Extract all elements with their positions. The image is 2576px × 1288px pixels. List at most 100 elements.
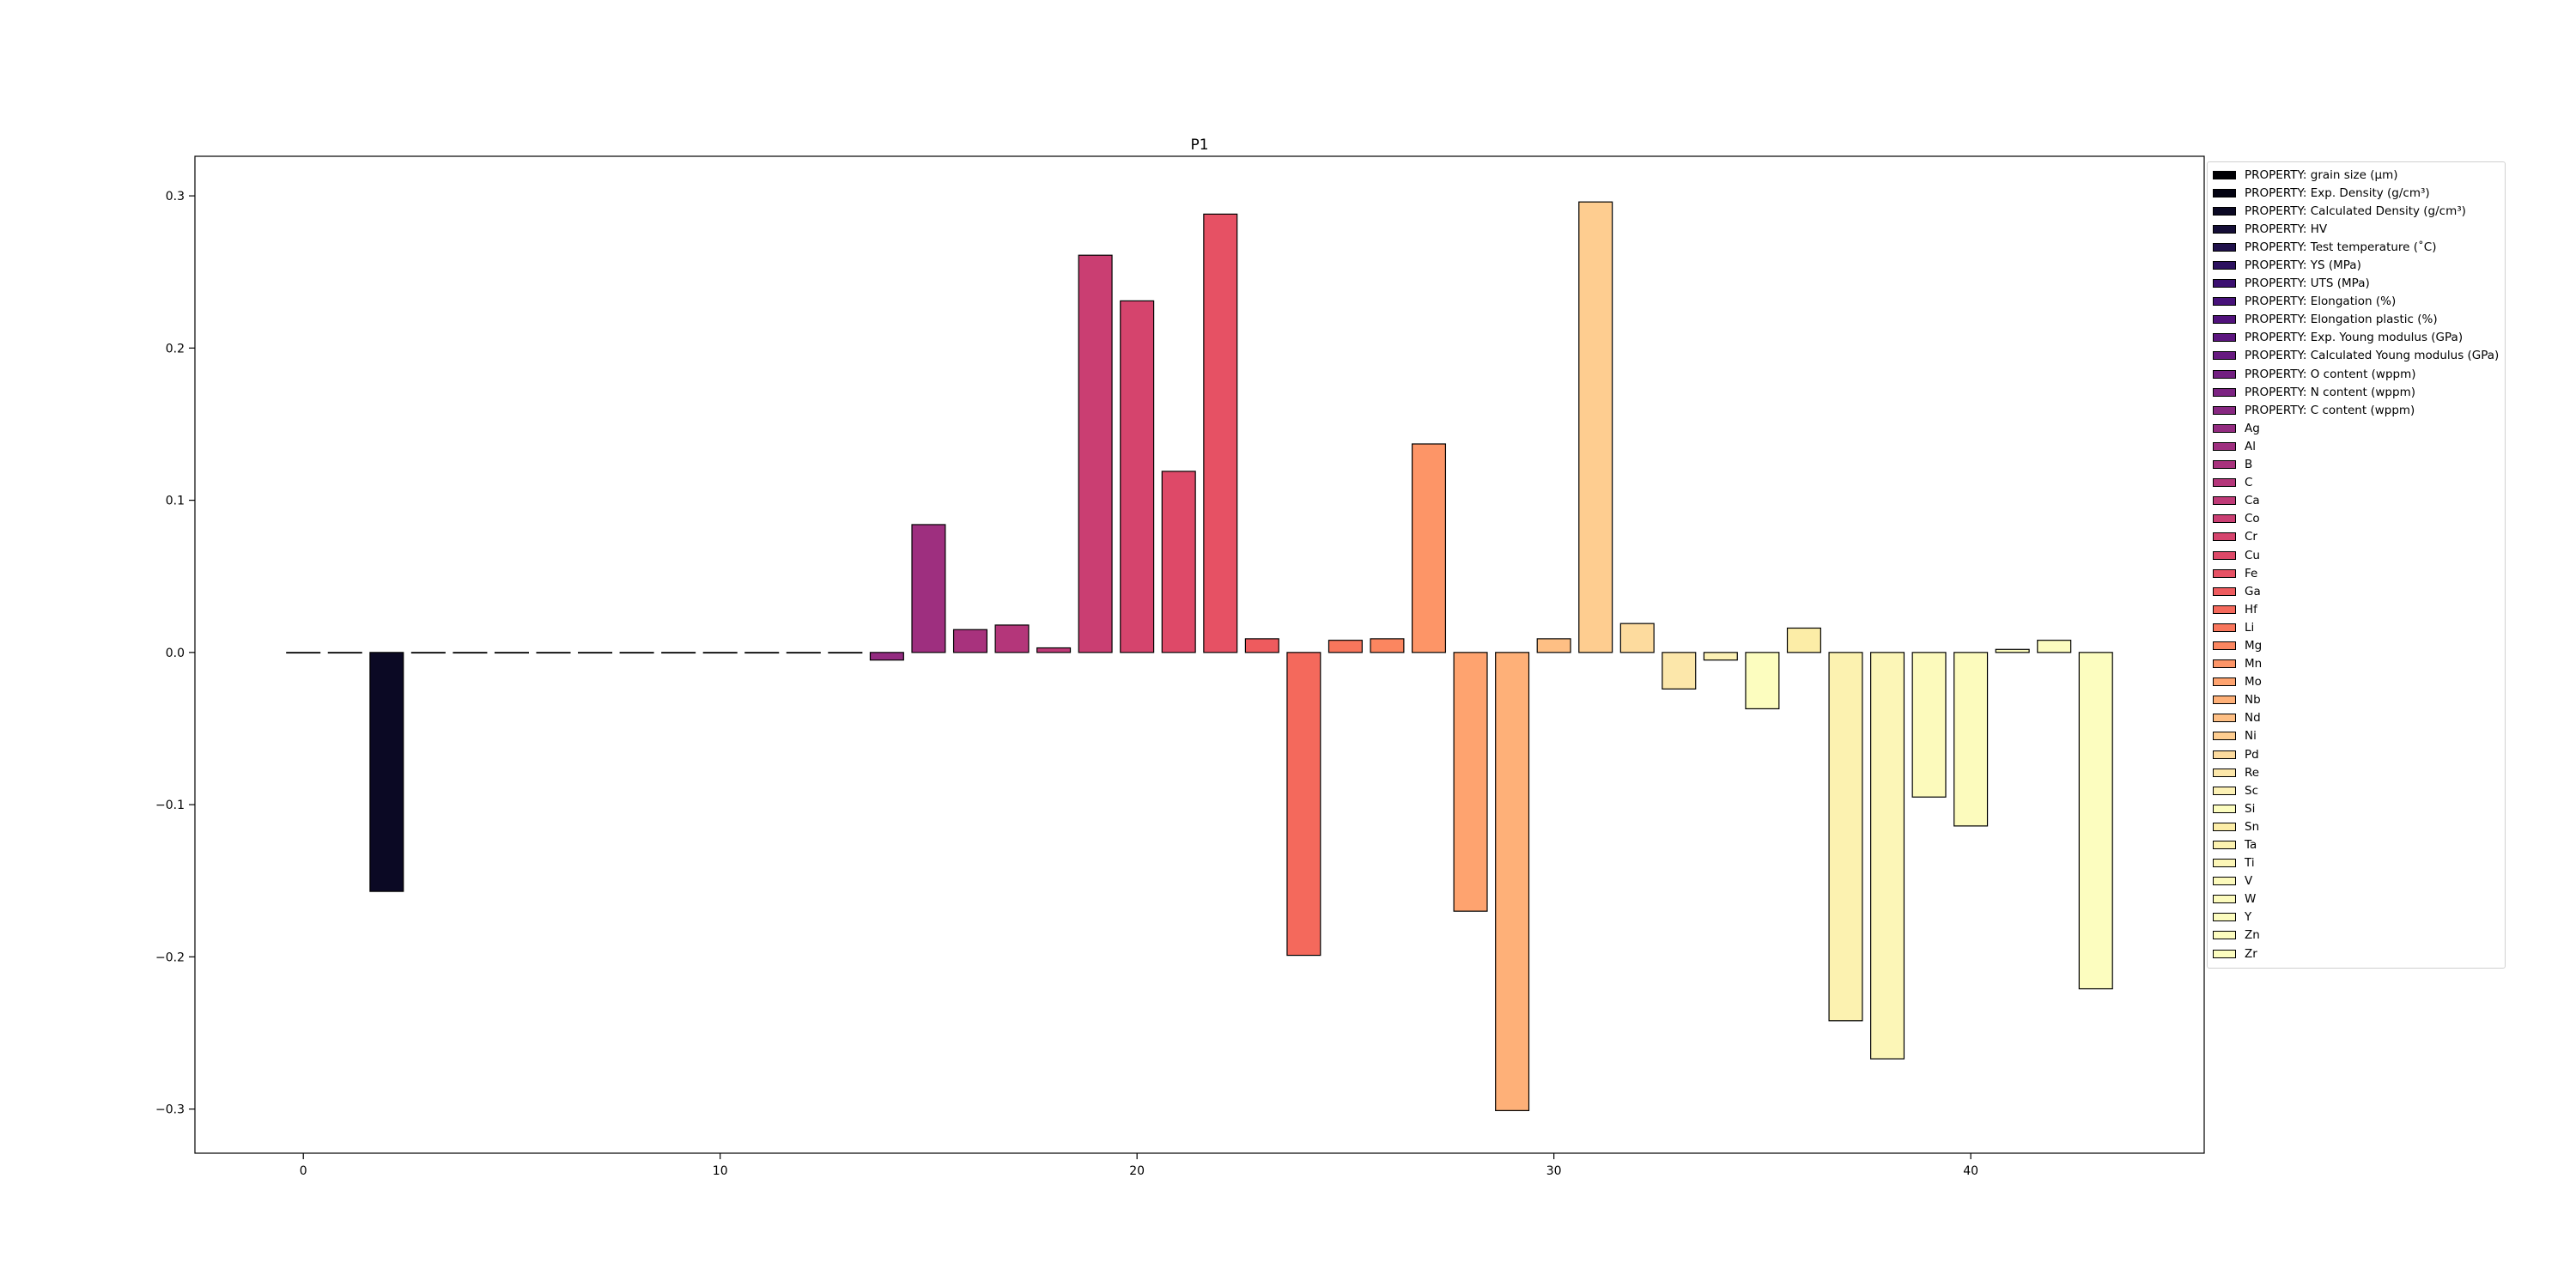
legend-item: PROPERTY: Elongation (%) [2208,293,2505,311]
x-tick-label: 10 [713,1164,728,1178]
legend-label: PROPERTY: C content (wppm) [2245,403,2415,417]
legend-item: Ta [2208,835,2505,854]
legend-swatch [2213,641,2236,650]
bar [2037,640,2072,653]
legend-item: PROPERTY: C content (wppm) [2208,401,2505,419]
legend-swatch [2213,949,2236,958]
legend-label: Ni [2245,729,2257,744]
legend-item: PROPERTY: UTS (MPa) [2208,275,2505,293]
legend-item: Mg [2208,636,2505,654]
legend-swatch [2213,804,2236,813]
legend-item: Pd [2208,745,2505,763]
bar [1203,213,1238,653]
legend-swatch [2213,586,2236,596]
legend-label: PROPERTY: Calculated Density (g/cm³) [2245,204,2466,218]
bar [994,624,1030,653]
legend-label: Sn [2245,819,2260,834]
y-tick-label: 0.2 [166,342,185,355]
legend-label: PROPERTY: O content (wppm) [2245,367,2416,381]
legend-label: PROPERTY: Elongation plastic (%) [2245,313,2438,327]
legend-label: Y [2245,910,2252,925]
legend-label: PROPERTY: HV [2245,222,2328,236]
legend-swatch [2213,460,2236,470]
legend-label: Nb [2245,693,2261,708]
legend-label: Ag [2245,421,2260,435]
legend-label: Co [2245,512,2260,526]
legend-swatch [2213,859,2236,868]
legend-item: Mn [2208,655,2505,673]
legend-label: Mo [2245,675,2262,690]
bar [1953,652,1989,827]
legend-item: C [2208,474,2505,492]
legend-swatch [2213,333,2236,343]
legend-swatch [2213,732,2236,741]
legend-item: Nb [2208,691,2505,709]
legend-label: PROPERTY: UTS (MPa) [2245,276,2370,291]
bar [1411,443,1447,653]
x-tick-label: 20 [1129,1164,1145,1178]
x-tick-label: 30 [1546,1164,1562,1178]
bar [1995,648,2030,653]
legend-label: PROPERTY: N content (wppm) [2245,385,2415,399]
legend-item: PROPERTY: N content (wppm) [2208,383,2505,401]
legend-swatch [2213,841,2236,850]
legend-swatch [2213,550,2236,560]
legend-swatch [2213,224,2236,234]
x-tick-label: 40 [1963,1164,1978,1178]
legend-item: Sc [2208,781,2505,799]
legend-swatch [2213,369,2236,379]
legend-label: PROPERTY: YS (MPa) [2245,258,2361,273]
legend-label: V [2245,874,2253,889]
legend-label: Fe [2245,566,2258,580]
legend-swatch [2213,496,2236,506]
bar [1495,652,1530,1111]
bar [1703,652,1738,661]
legend-item: Zr [2208,945,2505,963]
bar [1078,254,1113,653]
legend-label: Sc [2245,783,2258,798]
legend-swatch [2213,242,2236,252]
legend-item: PROPERTY: Calculated Density (g/cm³) [2208,202,2505,220]
legend-label: Ti [2245,856,2255,871]
legend-item: B [2208,456,2505,474]
legend-item: Hf [2208,600,2505,618]
bars-layer [286,201,2113,1111]
legend-swatch [2213,768,2236,777]
legend-swatch [2213,659,2236,669]
legend-item: Ga [2208,582,2505,600]
legend-item: Cu [2208,546,2505,564]
legend-swatch [2213,514,2236,524]
legend-swatch [2213,714,2236,723]
legend-item: Ti [2208,854,2505,872]
legend-label: Cr [2245,530,2257,544]
bar [1536,638,1571,653]
bar [869,652,904,661]
y-tick-label: −0.1 [155,799,185,812]
legend-label: Zr [2245,946,2257,961]
legend-swatch [2213,188,2236,197]
legend-item: Mo [2208,673,2505,691]
legend-label: Ca [2245,494,2260,508]
legend: PROPERTY: grain size (μm) PROPERTY: Exp. … [2207,161,2506,969]
bar [1870,652,1905,1060]
legend-swatch [2213,170,2236,179]
legend-item: Al [2208,437,2505,455]
legend-label: PROPERTY: Elongation (%) [2245,295,2397,309]
legend-swatch [2213,423,2236,433]
bar [1745,652,1780,710]
legend-swatch [2213,786,2236,795]
legend-swatch [2213,441,2236,451]
legend-item: PROPERTY: Exp. Young modulus (GPa) [2208,329,2505,347]
legend-swatch [2213,387,2236,397]
legend-swatch [2213,623,2236,632]
y-tick-label: −0.2 [155,951,185,964]
legend-item: Sn [2208,817,2505,835]
legend-label: Mn [2245,657,2263,671]
legend-label: Pd [2245,747,2259,762]
legend-label: Li [2245,620,2255,635]
bar [1786,627,1821,653]
legend-label: Hf [2245,602,2257,617]
legend-swatch [2213,931,2236,940]
legend-swatch [2213,568,2236,578]
